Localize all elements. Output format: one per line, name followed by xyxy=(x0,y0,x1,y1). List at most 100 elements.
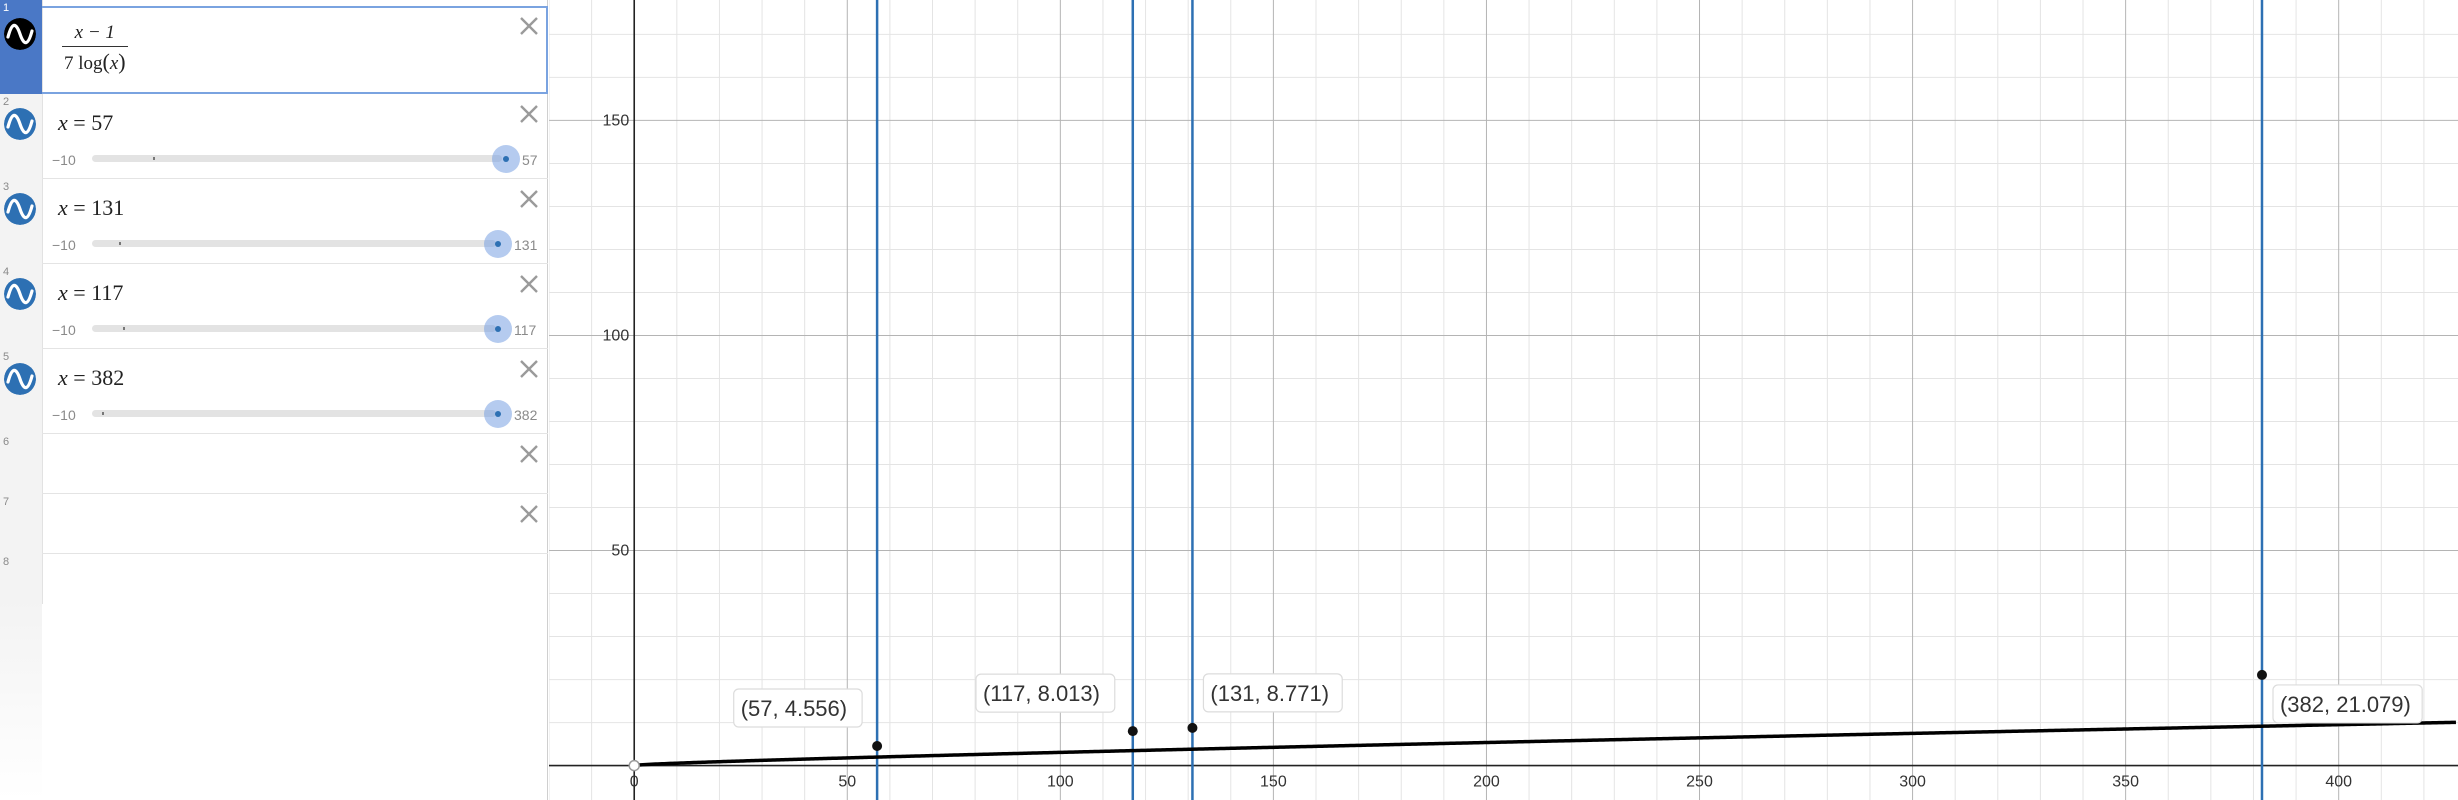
intersection-point[interactable] xyxy=(1127,726,1138,737)
row-number: 6 xyxy=(3,436,10,448)
x-tick-label: 250 xyxy=(1686,774,1713,791)
x-tick-label: 0 xyxy=(630,774,639,791)
slider-max[interactable]: 131 xyxy=(514,237,538,253)
row-gutter xyxy=(0,554,43,604)
denominator-coef: 7 log xyxy=(64,53,103,74)
expression-row-5[interactable]: 5 x = 382 −10 382 xyxy=(0,349,548,434)
row-number: 2 xyxy=(3,96,10,108)
row-number: 8 xyxy=(3,556,10,568)
expression-formula[interactable]: x = 117 xyxy=(58,280,123,306)
slider-zero-mark xyxy=(123,327,125,330)
point-label-box xyxy=(733,688,863,728)
x-tick-label: 200 xyxy=(1473,774,1500,791)
origin-hole xyxy=(628,759,640,772)
row-number: 5 xyxy=(3,351,10,363)
divider xyxy=(42,433,548,434)
expression-row-2[interactable]: 2 x = 57 −10 57 xyxy=(0,94,548,179)
y-tick-label: 150 xyxy=(603,112,630,129)
point-label-box xyxy=(2272,684,2423,724)
tick-labels: 0 50 100 150 200 250 300 350 400 50 100 150 xyxy=(603,112,2353,790)
sine-wave-icon[interactable] xyxy=(4,278,36,310)
denominator-arg: x xyxy=(109,53,119,74)
expression-formula[interactable]: x − 1 7 log(x) xyxy=(62,22,128,75)
graph-canvas[interactable]: 0 50 100 150 200 250 300 350 400 50 100 150 (57, 4.… xyxy=(549,0,2458,800)
intersection-point[interactable] xyxy=(872,740,883,751)
gutter-fade xyxy=(0,600,42,800)
slider-min[interactable]: −10 xyxy=(52,322,76,338)
expression-row-1[interactable]: 1 x − 1 7 log(x) xyxy=(0,0,548,94)
close-icon[interactable] xyxy=(517,187,541,211)
divider xyxy=(42,553,548,554)
slider-min[interactable]: −10 xyxy=(52,237,76,253)
x-tick-label: 150 xyxy=(1260,774,1287,791)
divider xyxy=(42,263,548,264)
row-number: 3 xyxy=(3,181,10,193)
slider-handle[interactable] xyxy=(484,230,512,258)
row-number: 4 xyxy=(3,266,10,278)
slider-zero-mark xyxy=(119,242,121,245)
function-curve xyxy=(628,720,2456,772)
expression-row-7[interactable]: 7 xyxy=(0,494,548,554)
point-label: (131, 8.771) xyxy=(1210,681,1329,706)
equals-sign: = xyxy=(73,110,86,135)
close-icon[interactable] xyxy=(517,14,541,38)
slider-handle[interactable] xyxy=(484,315,512,343)
vertical-lines xyxy=(875,0,2264,800)
function-curve-path xyxy=(634,720,2456,768)
expression-row-3[interactable]: 3 x = 131 −10 131 xyxy=(0,179,548,264)
sine-wave-icon[interactable] xyxy=(4,108,36,140)
expression-row-6[interactable]: 6 xyxy=(0,434,548,494)
x-tick-label: 50 xyxy=(838,774,856,791)
close-icon[interactable] xyxy=(517,442,541,466)
sine-wave-icon[interactable] xyxy=(4,18,36,50)
slider-handle[interactable] xyxy=(492,145,520,173)
x-tick-label: 350 xyxy=(2112,774,2139,791)
intersection-point[interactable] xyxy=(2256,669,2267,680)
slider-max[interactable]: 57 xyxy=(522,152,538,168)
slider-min[interactable]: −10 xyxy=(52,407,76,423)
slider-min[interactable]: −10 xyxy=(52,152,76,168)
divider xyxy=(42,493,548,494)
close-icon[interactable] xyxy=(517,272,541,296)
expression-list: 1 x − 1 7 log(x) 2 x = 57 −10 5 xyxy=(0,0,548,800)
close-icon[interactable] xyxy=(517,502,541,526)
point-label-box xyxy=(1202,673,1343,713)
expression-input-focus[interactable] xyxy=(42,6,548,94)
value: 117 xyxy=(91,280,124,305)
intersection-points[interactable] xyxy=(872,669,2267,751)
close-icon[interactable] xyxy=(517,357,541,381)
x-tick-label: 300 xyxy=(1899,774,1926,791)
y-tick-label: 100 xyxy=(603,327,630,344)
slider-max[interactable]: 382 xyxy=(514,407,538,423)
sine-wave-icon[interactable] xyxy=(4,363,36,395)
slider-track[interactable] xyxy=(92,240,496,247)
slider-zero-mark xyxy=(153,157,155,160)
value: 57 xyxy=(91,110,114,135)
intersection-point[interactable] xyxy=(1187,722,1198,733)
expression-formula[interactable]: x = 382 xyxy=(58,365,124,391)
row-number: 1 xyxy=(3,2,10,14)
equals-sign: = xyxy=(73,280,86,305)
y-tick-label: 50 xyxy=(611,543,629,560)
fraction-numerator: x − 1 xyxy=(74,22,115,43)
variable: x xyxy=(58,195,68,220)
minor-grid xyxy=(549,0,2458,800)
expression-row-4[interactable]: 4 x = 117 −10 117 xyxy=(0,264,548,349)
expression-row-8[interactable]: 8 xyxy=(0,554,548,604)
point-label: (57, 4.556) xyxy=(741,696,847,721)
slider-max[interactable]: 117 xyxy=(514,322,537,338)
expression-formula[interactable]: x = 57 xyxy=(58,110,113,136)
divider xyxy=(42,178,548,179)
axes xyxy=(549,0,2458,800)
equals-sign: = xyxy=(73,365,86,390)
sine-wave-icon[interactable] xyxy=(4,193,36,225)
point-label: (117, 8.013) xyxy=(983,681,1100,706)
slider-handle[interactable] xyxy=(484,400,512,428)
close-icon[interactable] xyxy=(517,102,541,126)
slider-track[interactable] xyxy=(92,155,502,162)
major-grid xyxy=(549,0,2458,800)
slider-track[interactable] xyxy=(92,410,496,417)
expression-formula[interactable]: x = 131 xyxy=(58,195,124,221)
slider-zero-mark xyxy=(102,412,104,415)
slider-track[interactable] xyxy=(92,325,496,332)
